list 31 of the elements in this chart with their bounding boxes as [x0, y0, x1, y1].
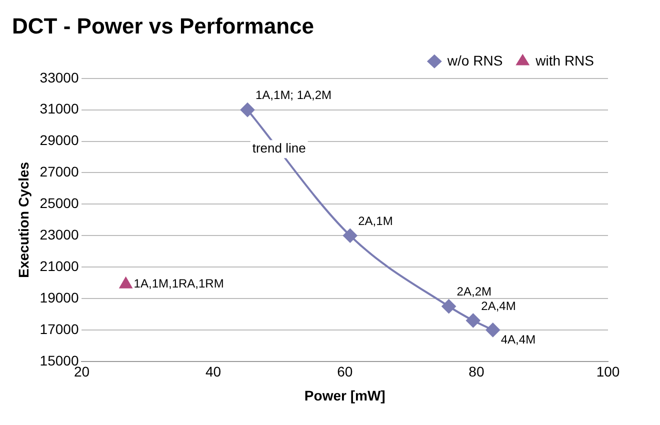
legend-label: with RNS: [534, 52, 594, 68]
annotation: 2A,4M: [481, 298, 516, 313]
x-axis-title: Power [mW]: [304, 387, 386, 404]
annotation: 4A,4M: [500, 332, 536, 346]
y-tick-label: 23000: [40, 226, 79, 242]
y-tick-label: 29000: [40, 132, 79, 148]
annotation: 1A,1M,1RA,1RM: [134, 276, 224, 291]
legend-label: w/o RNS: [446, 52, 503, 68]
y-tick-label: 33000: [40, 69, 79, 86]
y-tick-label: 31000: [40, 100, 79, 117]
x-tick-label: 100: [596, 364, 620, 380]
annotation: 1A,1M; 1A,2M: [256, 88, 332, 102]
y-tick-label: 17000: [40, 320, 79, 337]
y-axis-title: Execution Cycles: [15, 162, 32, 278]
y-tick-label: 25000: [40, 195, 79, 212]
point: [486, 322, 500, 337]
y-tick-label: 21000: [40, 258, 79, 274]
annotation: 2A,1M: [358, 214, 393, 228]
y-tick-label: 15000: [40, 352, 79, 368]
y-tick-label: 19000: [40, 289, 79, 306]
point: [343, 228, 358, 243]
x-tick-label: 60: [337, 364, 353, 380]
point: [442, 299, 456, 314]
point: [466, 314, 480, 328]
annotation: trend line: [252, 140, 306, 156]
x-tick-label: 80: [468, 364, 484, 380]
chart-title: DCT - Power vs Performance: [12, 13, 314, 38]
y-tick-label: 27000: [40, 164, 79, 180]
x-tick-label: 40: [206, 364, 222, 380]
point: [240, 102, 255, 117]
annotation: 2A,2M: [456, 284, 492, 299]
